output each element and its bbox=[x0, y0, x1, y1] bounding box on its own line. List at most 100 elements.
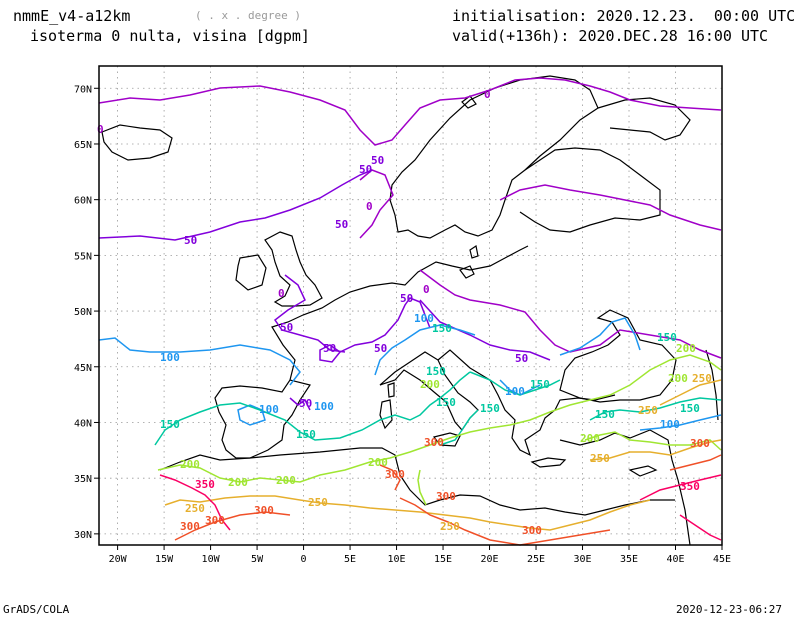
init-time: initialisation: 2020.12.23. 00:00 UTC bbox=[452, 7, 796, 25]
contour-label-0: 0 bbox=[278, 287, 285, 300]
coast-iberia bbox=[214, 379, 311, 459]
longitude-tick-label: 20W bbox=[109, 554, 128, 565]
longitude-tick-label: 10E bbox=[388, 554, 406, 565]
coast-cyprus bbox=[628, 465, 658, 477]
contour-50-atlantic bbox=[98, 169, 373, 241]
contour-label-150: 150 bbox=[296, 428, 316, 441]
coast-scandinavia bbox=[389, 75, 599, 239]
contour-label-150: 150 bbox=[426, 365, 446, 378]
longitude-tick-label: 15W bbox=[155, 554, 174, 565]
contour-300-africa bbox=[174, 511, 291, 541]
latitude-tick-label: 40N bbox=[74, 418, 92, 429]
latitude-tick-label: 70N bbox=[74, 84, 92, 95]
contour-label-350: 350 bbox=[195, 478, 215, 491]
latitude-tick-label: 45N bbox=[74, 363, 92, 374]
contour-label-50: 50 bbox=[515, 352, 528, 365]
latitude-tick-label: 50N bbox=[74, 307, 92, 318]
latitude-tick-label: 30N bbox=[74, 530, 92, 541]
grid-note: ( . x . degree ) bbox=[195, 9, 301, 22]
contour-100-black-sea bbox=[559, 317, 641, 356]
contour-label-50: 50 bbox=[323, 342, 336, 355]
coast-north-africa bbox=[159, 447, 675, 516]
contour-50-central bbox=[419, 299, 551, 361]
coast-great-britain bbox=[264, 231, 323, 307]
contour-200-turkey bbox=[584, 431, 722, 451]
coast-western-europe bbox=[271, 245, 529, 381]
plot-timestamp: 2020-12-23-06:27 bbox=[676, 603, 782, 616]
contour-label-100: 100 bbox=[660, 418, 680, 431]
contour-label-250: 250 bbox=[440, 520, 460, 533]
coast-crete bbox=[530, 457, 567, 468]
contour-0-baltic bbox=[419, 269, 722, 359]
contour-label-200: 200 bbox=[368, 456, 388, 469]
contour-100-atlantic bbox=[98, 337, 301, 386]
contour-label-300: 300 bbox=[424, 436, 444, 449]
contour-100-turkey bbox=[639, 414, 722, 431]
longitude-tick-label: 25E bbox=[527, 554, 545, 565]
map-frame bbox=[98, 65, 723, 546]
contour-label-300: 300 bbox=[690, 437, 710, 450]
contour-label-50: 50 bbox=[280, 321, 293, 334]
valid-time: valid(+136h): 2020.DEC.28 16:00 UTC bbox=[452, 27, 769, 45]
contour-label-250: 250 bbox=[590, 452, 610, 465]
longitude-tick-label: 0 bbox=[301, 554, 307, 565]
coast-caspian bbox=[705, 349, 719, 421]
contour-label-50: 50 bbox=[374, 342, 387, 355]
longitude-tick-label: 5W bbox=[251, 554, 264, 565]
longitude-tick-label: 40E bbox=[666, 554, 684, 565]
contour-label-250: 250 bbox=[308, 496, 328, 509]
contour-label-100: 100 bbox=[259, 403, 279, 416]
coast-sardinia bbox=[379, 399, 393, 430]
contour-label-200: 200 bbox=[180, 458, 200, 471]
contour-50-spain bbox=[289, 397, 311, 411]
contour-200-libya bbox=[417, 469, 427, 506]
contour-150-turkey bbox=[589, 397, 722, 421]
contour-300-tunis bbox=[379, 464, 401, 491]
contour-label-50: 50 bbox=[359, 163, 372, 176]
contour-label-50: 50 bbox=[184, 234, 197, 247]
coast-turkey bbox=[559, 429, 691, 546]
contour-labels: 0 0 0 0 0 50 50 50 50 50 50 50 50 50 50 … bbox=[97, 88, 712, 537]
contour-label-150: 150 bbox=[657, 331, 677, 344]
contour-label-200: 200 bbox=[420, 378, 440, 391]
contour-label-300: 300 bbox=[436, 490, 456, 503]
contour-label-200: 200 bbox=[228, 476, 248, 489]
contour-label-100: 100 bbox=[314, 400, 334, 413]
contour-250-africa bbox=[164, 495, 651, 531]
contour-150-south bbox=[154, 371, 471, 446]
contour-50-loop bbox=[319, 344, 342, 363]
contour-250-east bbox=[659, 379, 722, 406]
contour-300-libya bbox=[399, 497, 611, 546]
coast-iceland bbox=[101, 124, 173, 161]
contour-label-300: 300 bbox=[385, 468, 405, 481]
contour-label-100: 100 bbox=[505, 385, 525, 398]
contour-150-adriatic bbox=[439, 409, 479, 446]
contour-label-200: 200 bbox=[676, 342, 696, 355]
contour-label-300: 300 bbox=[522, 524, 542, 537]
contour-label-0: 0 bbox=[366, 200, 373, 213]
contour-label-150: 150 bbox=[436, 396, 456, 409]
longitude-tick-label: 35E bbox=[620, 554, 638, 565]
contour-350-east2 bbox=[679, 514, 722, 541]
contour-label-300: 300 bbox=[180, 520, 200, 533]
contour-label-200: 200 bbox=[668, 372, 688, 385]
contour-label-150: 150 bbox=[680, 402, 700, 415]
contour-350-east bbox=[639, 474, 722, 501]
longitude-tick-label: 20E bbox=[481, 554, 499, 565]
map-background bbox=[99, 66, 722, 545]
longitude-tick-label: 10W bbox=[202, 554, 221, 565]
coast-black-sea bbox=[559, 309, 677, 403]
coast-finland bbox=[519, 147, 661, 233]
contour-50-britain bbox=[273, 274, 346, 353]
contour-100-spain bbox=[237, 404, 266, 426]
coast-baltic-islands bbox=[459, 265, 475, 279]
longitude-tick-label: 5E bbox=[344, 554, 356, 565]
contour-100-alps bbox=[374, 324, 476, 376]
contour-label-150: 150 bbox=[160, 418, 180, 431]
contour-label-50: 50 bbox=[335, 218, 348, 231]
latitude-tick-label: 60N bbox=[74, 196, 92, 207]
contour-250-turkey bbox=[589, 439, 722, 461]
coast-ireland bbox=[235, 254, 267, 291]
contour-label-250: 250 bbox=[692, 372, 712, 385]
